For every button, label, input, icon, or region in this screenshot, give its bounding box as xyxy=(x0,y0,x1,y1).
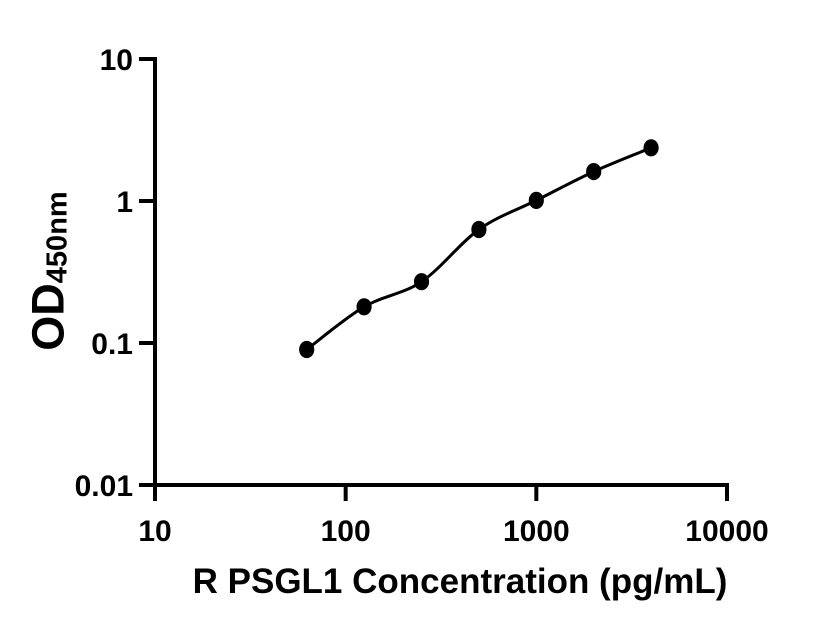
standard-curve-line xyxy=(305,146,652,351)
data-point-marker xyxy=(586,163,602,181)
y-tick-label: 10 xyxy=(100,44,133,77)
y-axis-title-subscript: 450nm xyxy=(41,191,74,284)
y-axis-title-main: OD xyxy=(22,283,74,351)
x-tick-label: 1000 xyxy=(503,515,570,548)
x-axis-title: R PSGL1 Concentration (pg/mL) xyxy=(192,562,728,601)
data-point-marker xyxy=(643,139,659,157)
x-tick-label: 10000 xyxy=(685,515,768,548)
data-point-marker xyxy=(471,220,487,239)
data-point-marker xyxy=(528,191,544,209)
data-point-marker xyxy=(299,340,315,359)
data-point-marker xyxy=(356,298,372,316)
y-tick-label: 1 xyxy=(116,186,133,219)
data-point-marker xyxy=(413,273,430,291)
y-axis-title: OD450nm xyxy=(22,191,74,351)
y-tick-label: 0.1 xyxy=(91,328,133,361)
x-tick-label: 10 xyxy=(138,515,171,548)
x-tick-label: 100 xyxy=(321,515,371,548)
y-tick-label: 0.01 xyxy=(75,470,133,503)
